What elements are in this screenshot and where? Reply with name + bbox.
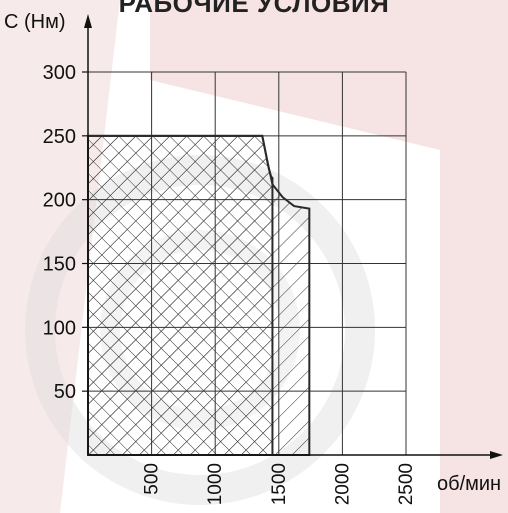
y-axis-label: С (Нм) (4, 11, 66, 33)
y-tick-label: 50 (54, 381, 76, 403)
x-tick-label: 1500 (269, 463, 290, 505)
x-tick-label: 1000 (205, 463, 226, 505)
x-tick-label: 500 (142, 463, 163, 495)
page-title: РАБОЧИЕ УСЛОВИЯ (118, 0, 390, 18)
x-tick-label: 2500 (396, 463, 417, 505)
y-tick-label: 250 (43, 126, 76, 148)
y-tick-label: 200 (43, 190, 76, 212)
y-axis-arrow (84, 14, 92, 28)
crosshatch-area (87, 134, 274, 456)
x-tick-label: 2000 (332, 463, 353, 505)
y-tick-label: 100 (43, 317, 76, 339)
x-axis-label: об/мин (437, 473, 501, 495)
x-axis-arrow (490, 451, 503, 459)
y-tick-label: 300 (43, 62, 76, 84)
y-tick-label: 150 (43, 254, 76, 276)
